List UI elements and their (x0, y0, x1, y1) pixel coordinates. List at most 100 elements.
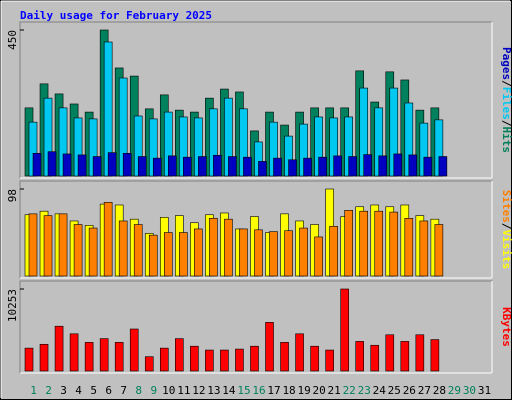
legend-separator: / (500, 80, 512, 87)
bar (228, 156, 237, 177)
x-tick-label: 14 (222, 384, 236, 397)
bar (273, 157, 282, 177)
bar (378, 155, 388, 177)
x-tick-label: 1 (30, 384, 37, 397)
bar (179, 232, 188, 277)
legend-entry: Files (500, 87, 512, 120)
bar (224, 218, 233, 277)
x-tick-label: 25 (388, 384, 401, 397)
x-tick-label: 5 (90, 384, 97, 397)
x-tick-label: 21 (328, 384, 341, 397)
bar (243, 156, 252, 177)
x-tick-label: 9 (150, 384, 157, 397)
bar (250, 345, 259, 372)
bar (163, 232, 173, 277)
chart-title: Daily usage for February 2025 (20, 9, 212, 22)
x-tick-label: 10 (162, 384, 175, 397)
legend-entry: Pages (500, 47, 512, 80)
bar (118, 220, 128, 277)
legend-entry: Sites (500, 190, 512, 223)
legend-entry: Hits (500, 127, 512, 154)
bar (198, 156, 207, 177)
x-tick-label: 3 (60, 384, 67, 397)
bar (54, 325, 64, 372)
bar (152, 157, 162, 177)
bar (314, 236, 323, 277)
bar (47, 151, 57, 177)
bar (235, 348, 244, 372)
bar (39, 343, 49, 372)
bar (167, 155, 177, 177)
bar (415, 334, 425, 372)
bar (58, 213, 68, 277)
bar (280, 342, 289, 372)
bar (348, 156, 357, 177)
x-tick-label: 26 (403, 384, 416, 397)
x-tick-label: 20 (313, 384, 326, 397)
y-tick-label: 10253 (6, 289, 19, 322)
bar (213, 154, 222, 177)
bar (205, 349, 214, 372)
bar (88, 227, 98, 277)
bar (254, 229, 263, 277)
legend-entry: KBytes (500, 307, 512, 347)
bar (148, 234, 158, 277)
x-tick-label: 7 (120, 384, 127, 397)
bar (295, 333, 304, 372)
bar (419, 220, 429, 277)
legend: KBytes (500, 307, 512, 347)
bar (62, 153, 72, 177)
bar (299, 227, 308, 277)
bar (288, 159, 297, 177)
bar (137, 156, 147, 177)
bar (69, 333, 79, 372)
bar (190, 345, 199, 372)
bar (385, 334, 395, 372)
bar (393, 153, 403, 177)
y-tick-label: 98 (6, 189, 19, 202)
x-tick-label: 29 (448, 384, 461, 397)
legend-separator: / (500, 120, 512, 127)
bar (400, 341, 410, 372)
bar (43, 215, 53, 277)
bar (114, 342, 124, 372)
bar (209, 217, 218, 277)
x-tick-label: 22 (343, 384, 356, 397)
x-tick-label: 31 (478, 384, 491, 397)
bar (325, 349, 334, 372)
bar (303, 157, 312, 177)
x-tick-label: 2 (45, 384, 52, 397)
x-tick-label: 24 (373, 384, 387, 397)
bar (434, 224, 444, 277)
bar (269, 231, 278, 277)
bar (122, 152, 132, 177)
bar (107, 152, 117, 177)
bar (284, 230, 293, 277)
legend-separator: / (500, 223, 512, 230)
x-tick-label: 17 (267, 384, 280, 397)
bar (389, 211, 399, 277)
x-tick-label: 4 (75, 384, 82, 397)
x-tick-label: 15 (237, 384, 250, 397)
bar (103, 202, 113, 277)
x-tick-label: 12 (192, 384, 205, 397)
bar (265, 322, 274, 372)
x-tick-label: 6 (105, 384, 112, 397)
legend: Sites/Visits (500, 190, 512, 270)
legend-entry: Visits (500, 230, 512, 270)
bar (430, 339, 440, 372)
bar (344, 210, 353, 277)
bar (24, 347, 34, 372)
bar (363, 154, 373, 177)
bar (92, 156, 102, 177)
bar (175, 338, 184, 372)
bar (404, 217, 414, 277)
bar (239, 228, 248, 277)
bar (159, 347, 169, 372)
bar (355, 341, 365, 372)
bar (99, 338, 109, 372)
bar (258, 161, 267, 177)
bar (133, 224, 143, 277)
bar (423, 156, 433, 177)
x-tick-label: 8 (135, 384, 142, 397)
